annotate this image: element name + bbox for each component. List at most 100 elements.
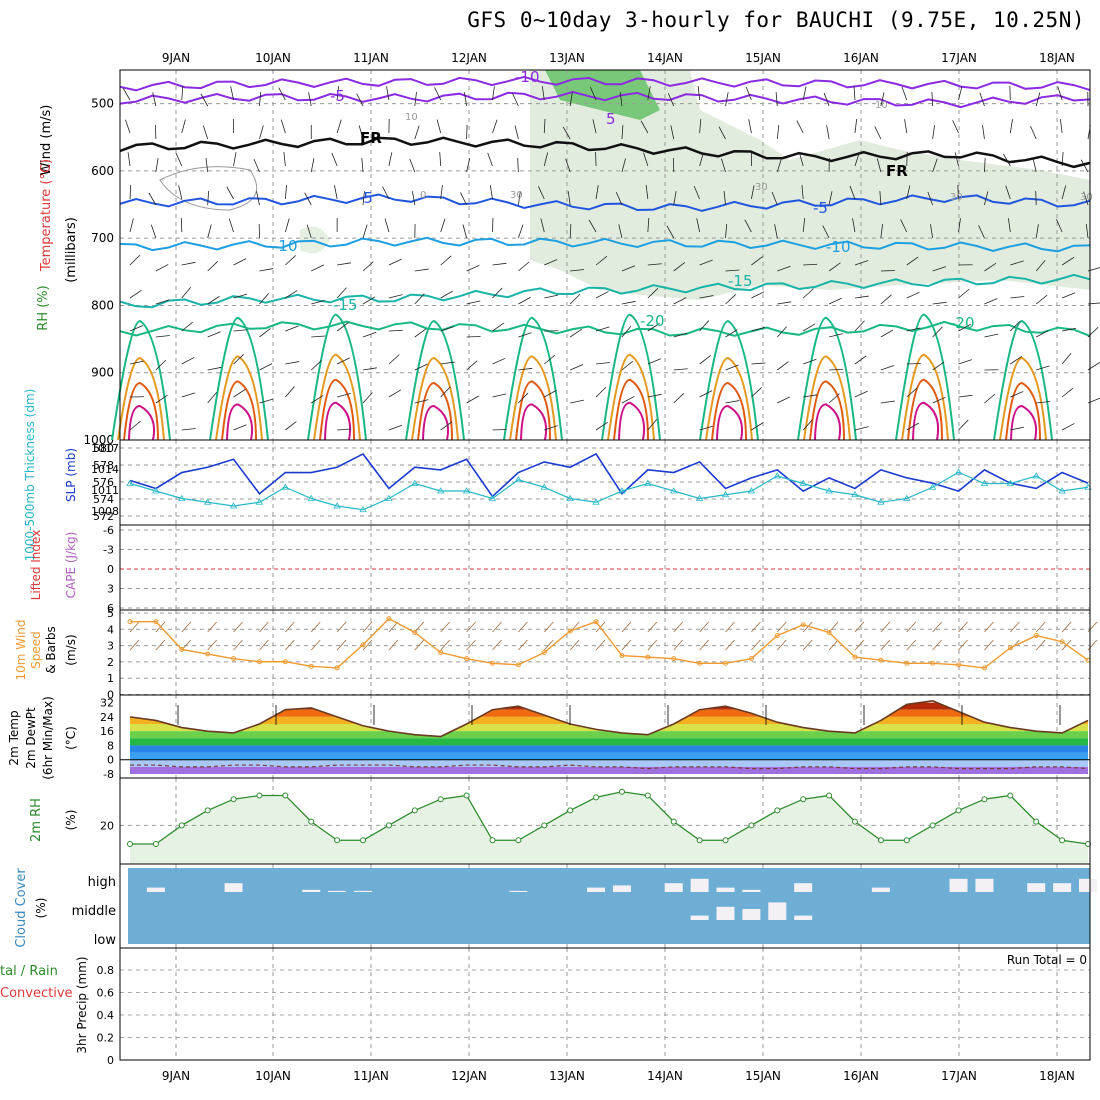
wind-barb — [562, 126, 571, 140]
pressure-tick-label: 700 — [91, 231, 114, 245]
pressure-tick-label: 600 — [91, 164, 114, 178]
wind-barb — [932, 158, 938, 173]
lifted-tick-label: 3 — [107, 583, 114, 596]
thickness-marker — [825, 487, 833, 494]
rh2m-marker — [1059, 837, 1066, 844]
wind-barb — [226, 186, 234, 200]
surface-warm-contour — [509, 355, 557, 441]
panel-frame — [119, 609, 1091, 696]
wind-barb — [388, 389, 402, 398]
wind-barb — [697, 86, 701, 101]
wind-barb — [802, 419, 813, 431]
wind10-barb — [751, 621, 761, 633]
wind10-marker — [179, 646, 185, 652]
wind-barb — [1061, 257, 1075, 266]
wind-barb — [906, 185, 911, 200]
pressure-tick-label: 1000 — [83, 433, 114, 447]
run-total-label: Run Total = 0 — [1007, 953, 1087, 967]
wind-barb — [310, 158, 315, 173]
wind-barb — [181, 321, 193, 332]
wind-barb — [181, 261, 196, 266]
contour-label: -10 — [826, 238, 851, 256]
rh2m-marker — [437, 796, 444, 803]
wind-barb — [673, 262, 686, 272]
temp-bands — [130, 702, 1088, 774]
wind-barb — [1061, 152, 1064, 167]
date-label-top: 14JAN — [647, 51, 683, 65]
surface-warm-contour — [405, 319, 465, 441]
wind10-marker — [671, 656, 677, 662]
wind-barb — [175, 153, 183, 167]
temp-band — [130, 745, 1088, 753]
wind-barb — [518, 224, 524, 239]
wind-barb — [382, 186, 390, 200]
wind-barb — [1061, 185, 1067, 200]
rh2m-line — [130, 791, 1089, 845]
surface-warm-contour — [221, 380, 257, 441]
wind-barb — [414, 328, 427, 338]
wind-barb — [849, 185, 856, 200]
cloud-bar — [587, 887, 606, 892]
contour-label: 0 — [420, 190, 426, 201]
wind-barb — [984, 262, 997, 272]
wind-barb — [932, 326, 943, 338]
wind10-barb — [984, 639, 994, 651]
wind10-barb — [310, 639, 321, 651]
wind10-barb — [1035, 639, 1046, 651]
temp2m-title-1: 2m Temp — [7, 710, 21, 765]
contour-label: -20 — [640, 312, 665, 330]
wind-barb — [362, 367, 377, 371]
wind-barb — [384, 218, 390, 233]
wind-barb — [958, 394, 973, 398]
wind10-marker — [1033, 633, 1039, 639]
wind10-barb — [828, 621, 839, 633]
wind-barb — [699, 355, 711, 365]
lifted-tick-label: -3 — [103, 544, 114, 557]
wind10-barb — [440, 621, 451, 633]
wind10-barb — [155, 639, 166, 651]
wind-barb — [518, 261, 530, 272]
wind10-barb — [802, 621, 813, 633]
temp-band — [130, 766, 1088, 774]
thickness-marker — [773, 472, 782, 479]
wind-barb — [202, 125, 209, 140]
wind10-barb — [621, 621, 632, 633]
isotherm-line — [119, 236, 1091, 253]
wind10-marker — [956, 662, 962, 668]
wind-barb — [414, 399, 429, 404]
thickness-tick-label: 580 — [93, 442, 114, 455]
wind-barb — [595, 185, 599, 200]
wind-barb — [334, 185, 338, 200]
wind10-marker — [748, 656, 754, 662]
wind10-barb — [233, 639, 243, 651]
wind10-barb — [569, 639, 580, 651]
wind10-barb — [1087, 621, 1098, 633]
wind-barb — [358, 125, 364, 140]
cloud-background — [128, 868, 1090, 944]
wind-barb — [285, 386, 295, 398]
wind-barb — [932, 266, 947, 272]
rh-shade-core — [545, 70, 660, 120]
contour-label: -15 — [333, 296, 358, 314]
date-label-bottom: 15JAN — [745, 1069, 781, 1083]
wind-barb — [178, 185, 183, 200]
wind10-marker — [541, 650, 547, 655]
thickness-marker — [229, 502, 238, 509]
rh2m-marker — [567, 807, 574, 814]
thickness-marker — [566, 494, 574, 501]
wind10-barb — [1061, 621, 1072, 633]
wind-barb — [595, 255, 608, 266]
rh2m-marker — [644, 792, 651, 799]
contour-label: -10 — [515, 68, 540, 86]
rh2m-marker — [308, 818, 315, 825]
rh2m-marker — [800, 796, 807, 803]
cloud-bar — [716, 906, 735, 920]
wind-barb — [440, 361, 455, 365]
contour-label: FR — [886, 162, 908, 180]
wind-barb — [233, 152, 237, 167]
rh2m-marker — [127, 841, 133, 847]
wind-barb — [699, 259, 713, 266]
date-label-top: 16JAN — [843, 51, 879, 65]
date-label-bottom: 13JAN — [549, 1069, 585, 1083]
wind-barb — [361, 158, 364, 173]
